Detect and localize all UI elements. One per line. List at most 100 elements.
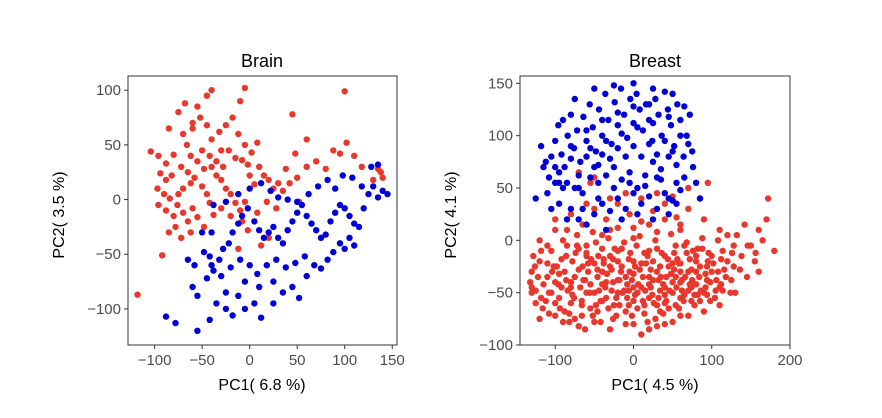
y-tick-label: 50 xyxy=(496,180,513,197)
data-point xyxy=(170,212,177,220)
data-point xyxy=(235,292,242,299)
data-point xyxy=(609,315,617,322)
data-point xyxy=(624,134,631,141)
data-point xyxy=(564,132,571,139)
data-point xyxy=(229,229,236,236)
data-point xyxy=(235,190,242,198)
data-point xyxy=(545,310,553,317)
data-point xyxy=(295,294,303,302)
data-point xyxy=(567,211,575,218)
data-point xyxy=(370,183,377,190)
data-point xyxy=(692,258,700,265)
data-point xyxy=(194,292,201,299)
data-point xyxy=(702,284,709,291)
data-point xyxy=(237,256,244,263)
x-tick-label: 50 xyxy=(289,352,306,369)
data-point xyxy=(235,245,242,252)
y-tick-label: −50 xyxy=(488,285,513,302)
data-point xyxy=(622,190,629,197)
data-point xyxy=(620,111,628,118)
data-point xyxy=(189,119,196,127)
data-point xyxy=(692,281,700,288)
data-point xyxy=(548,268,556,275)
data-point xyxy=(657,166,665,173)
data-point xyxy=(248,149,255,156)
data-point xyxy=(282,264,289,271)
data-point xyxy=(592,239,600,246)
data-point xyxy=(711,294,719,302)
data-point xyxy=(599,132,606,139)
data-point xyxy=(614,195,621,202)
data-point xyxy=(194,103,201,110)
data-point xyxy=(222,289,230,296)
data-point xyxy=(170,151,177,158)
data-point xyxy=(685,140,692,148)
data-point xyxy=(241,141,249,149)
data-point xyxy=(265,176,272,184)
data-point xyxy=(634,124,641,131)
data-point xyxy=(587,179,594,186)
data-point xyxy=(658,249,665,257)
data-point xyxy=(722,273,729,281)
data-point xyxy=(636,232,643,240)
data-point xyxy=(569,291,576,298)
data-point xyxy=(589,124,596,131)
data-point xyxy=(225,147,232,154)
data-point xyxy=(279,240,287,247)
data-point xyxy=(583,127,590,134)
data-point xyxy=(558,256,565,263)
data-point xyxy=(552,137,559,145)
data-point xyxy=(225,240,232,247)
data-point xyxy=(548,289,555,296)
data-point xyxy=(716,302,723,309)
data-point xyxy=(685,287,692,294)
data-point xyxy=(263,198,270,205)
data-point xyxy=(611,245,618,252)
data-point xyxy=(636,106,643,113)
data-point xyxy=(227,212,234,220)
data-point xyxy=(563,179,571,186)
data-point xyxy=(661,137,668,145)
data-point xyxy=(728,249,736,257)
data-point xyxy=(275,180,282,187)
data-point xyxy=(251,218,258,225)
data-point xyxy=(653,323,661,330)
data-point xyxy=(656,263,664,270)
data-point xyxy=(591,289,598,296)
data-point xyxy=(661,284,668,291)
data-point xyxy=(744,242,751,249)
data-point xyxy=(257,242,265,249)
data-point xyxy=(528,268,535,275)
data-point xyxy=(624,294,631,302)
data-point xyxy=(256,163,263,170)
data-point xyxy=(634,211,641,218)
data-point xyxy=(301,253,308,260)
data-point xyxy=(257,314,265,321)
data-point xyxy=(719,287,726,294)
data-point xyxy=(586,101,593,108)
data-point xyxy=(237,98,244,105)
data-point xyxy=(198,147,206,154)
data-point xyxy=(178,163,185,170)
data-point xyxy=(599,200,606,207)
data-point xyxy=(595,106,603,113)
data-point xyxy=(322,231,329,238)
data-point xyxy=(583,221,590,228)
data-point xyxy=(656,308,664,315)
data-point xyxy=(589,312,596,319)
data-point xyxy=(605,305,612,312)
data-point xyxy=(645,101,653,108)
data-point xyxy=(154,185,161,192)
data-point xyxy=(374,194,382,201)
data-point xyxy=(579,205,586,213)
data-point xyxy=(721,266,728,273)
data-point xyxy=(267,187,274,194)
data-point xyxy=(683,249,690,257)
data-point xyxy=(622,273,629,281)
data-point xyxy=(583,153,590,160)
data-point xyxy=(696,297,704,305)
data-point xyxy=(531,263,539,270)
data-point xyxy=(618,176,625,183)
data-point xyxy=(602,216,610,223)
data-point xyxy=(620,239,628,246)
